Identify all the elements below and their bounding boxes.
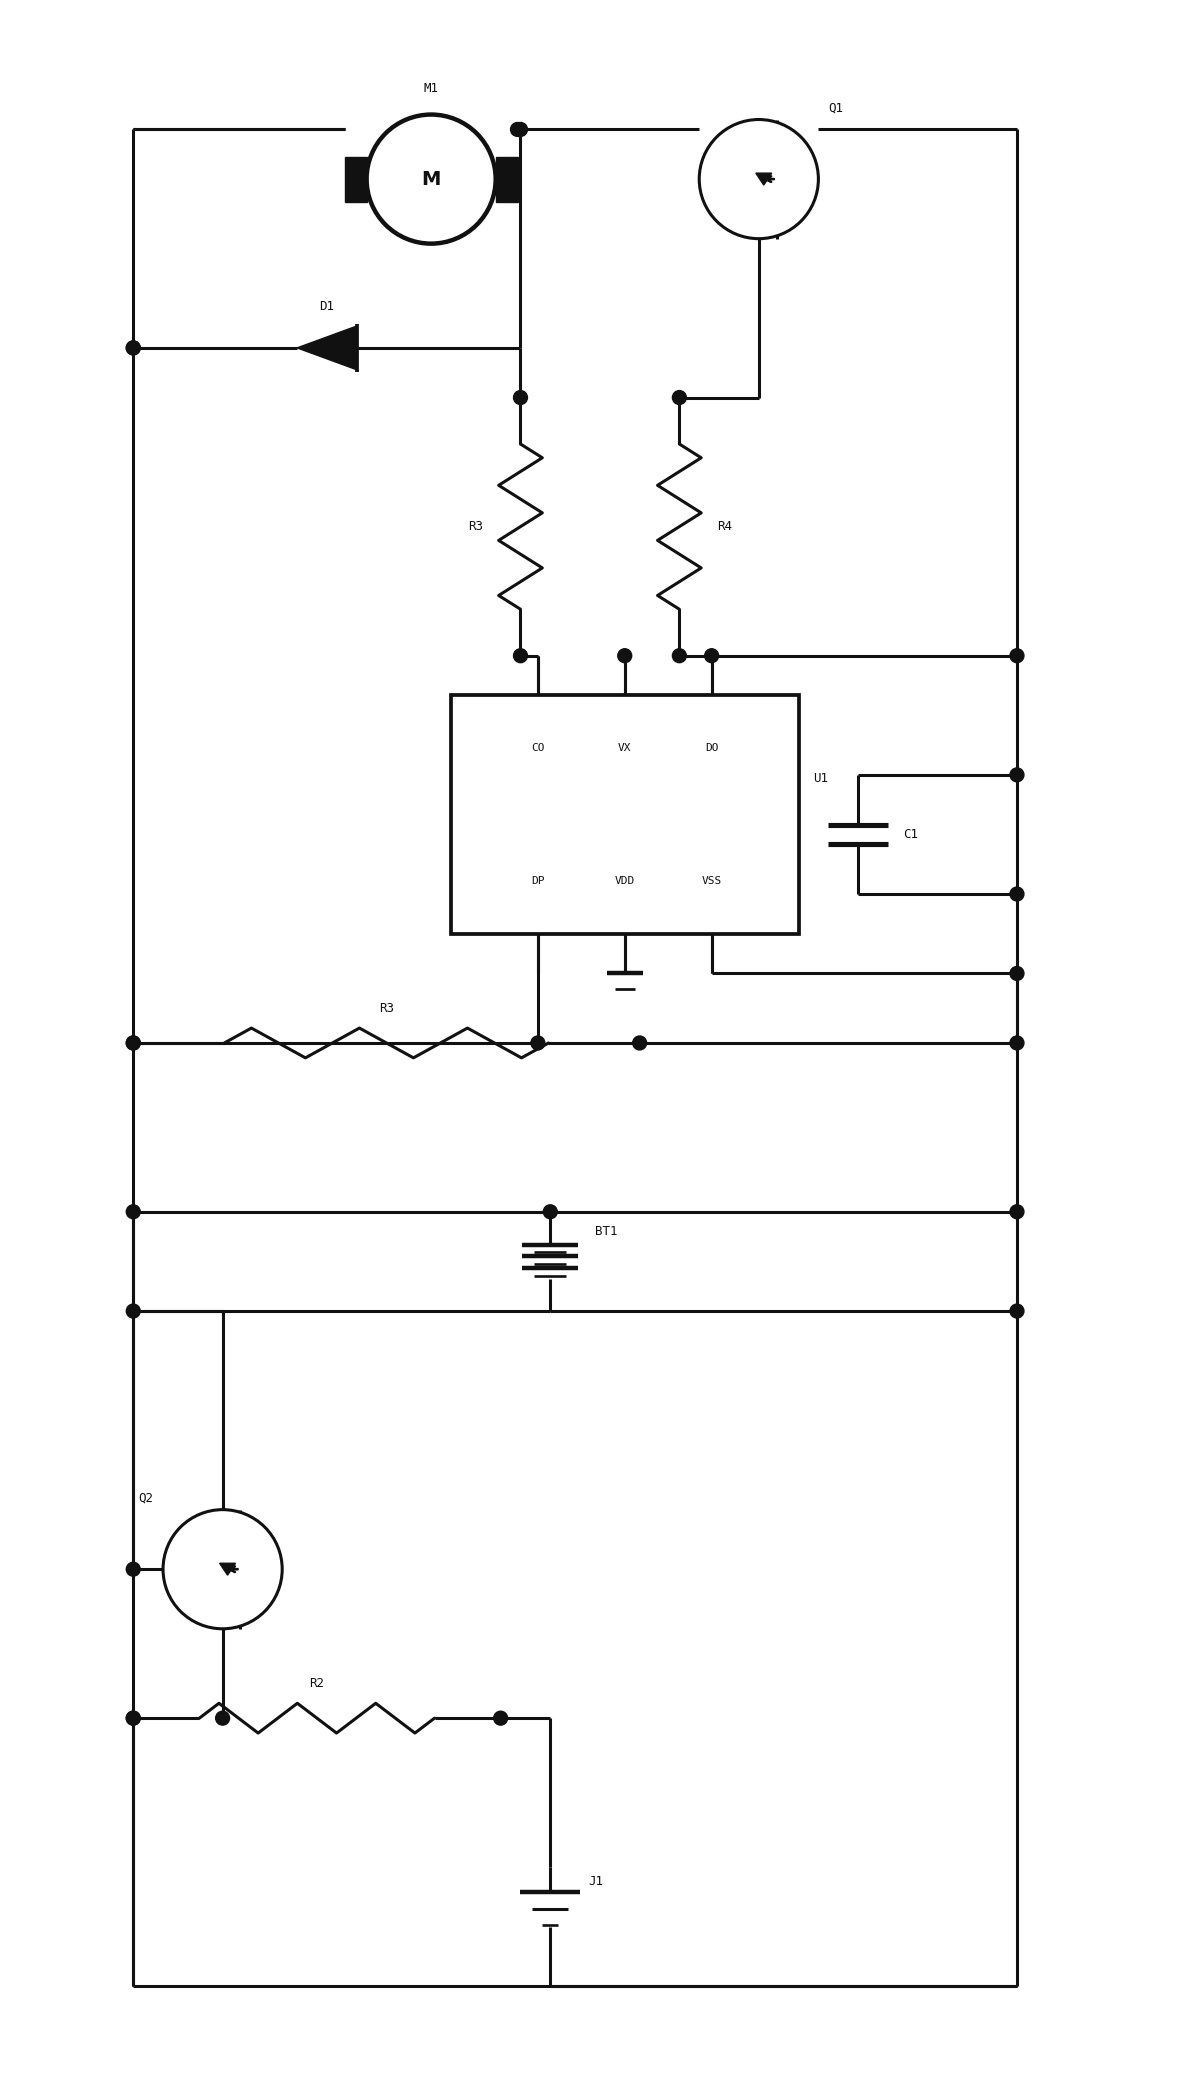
Text: R4: R4 xyxy=(717,520,732,533)
Circle shape xyxy=(1010,767,1024,782)
Circle shape xyxy=(618,649,632,663)
Circle shape xyxy=(126,1304,141,1318)
Circle shape xyxy=(672,390,686,404)
Text: M1: M1 xyxy=(424,81,438,95)
Text: M: M xyxy=(422,170,441,189)
Polygon shape xyxy=(298,325,357,369)
Circle shape xyxy=(126,1563,141,1575)
Circle shape xyxy=(163,1509,282,1629)
Circle shape xyxy=(1010,966,1024,981)
Text: Q2: Q2 xyxy=(138,1493,154,1505)
Circle shape xyxy=(1010,1036,1024,1049)
Polygon shape xyxy=(220,1563,235,1575)
Circle shape xyxy=(633,1036,647,1049)
Circle shape xyxy=(1010,649,1024,663)
Text: VSS: VSS xyxy=(702,877,722,885)
Circle shape xyxy=(514,649,528,663)
Circle shape xyxy=(1010,887,1024,902)
Circle shape xyxy=(366,114,496,245)
Text: U1: U1 xyxy=(814,773,828,786)
Polygon shape xyxy=(756,174,771,184)
Circle shape xyxy=(126,340,141,354)
Circle shape xyxy=(126,340,141,354)
Text: R3: R3 xyxy=(468,520,483,533)
Circle shape xyxy=(514,122,528,137)
Circle shape xyxy=(543,1204,557,1219)
Text: VDD: VDD xyxy=(614,877,635,885)
Text: C1: C1 xyxy=(902,827,918,842)
Circle shape xyxy=(672,649,686,663)
Circle shape xyxy=(216,1710,229,1725)
Bar xyxy=(496,155,517,201)
Circle shape xyxy=(514,390,528,404)
Text: R2: R2 xyxy=(309,1677,325,1689)
Circle shape xyxy=(1010,1304,1024,1318)
Text: R3: R3 xyxy=(379,1001,394,1016)
Circle shape xyxy=(510,122,524,137)
Text: D1: D1 xyxy=(319,301,334,313)
Text: Q1: Q1 xyxy=(828,102,843,114)
Text: DP: DP xyxy=(531,877,544,885)
Text: CO: CO xyxy=(531,742,544,752)
Text: BT1: BT1 xyxy=(595,1225,618,1238)
Text: J1: J1 xyxy=(588,1876,603,1889)
Circle shape xyxy=(531,1036,544,1049)
Circle shape xyxy=(1010,1204,1024,1219)
Circle shape xyxy=(494,1710,508,1725)
Circle shape xyxy=(126,1710,141,1725)
Circle shape xyxy=(126,1036,141,1049)
Text: VX: VX xyxy=(618,742,632,752)
Circle shape xyxy=(126,1204,141,1219)
Text: DO: DO xyxy=(705,742,718,752)
Circle shape xyxy=(126,1710,141,1725)
Circle shape xyxy=(699,120,818,238)
Bar xyxy=(345,155,366,201)
Bar xyxy=(451,694,798,933)
Circle shape xyxy=(126,1036,141,1049)
Circle shape xyxy=(705,649,718,663)
